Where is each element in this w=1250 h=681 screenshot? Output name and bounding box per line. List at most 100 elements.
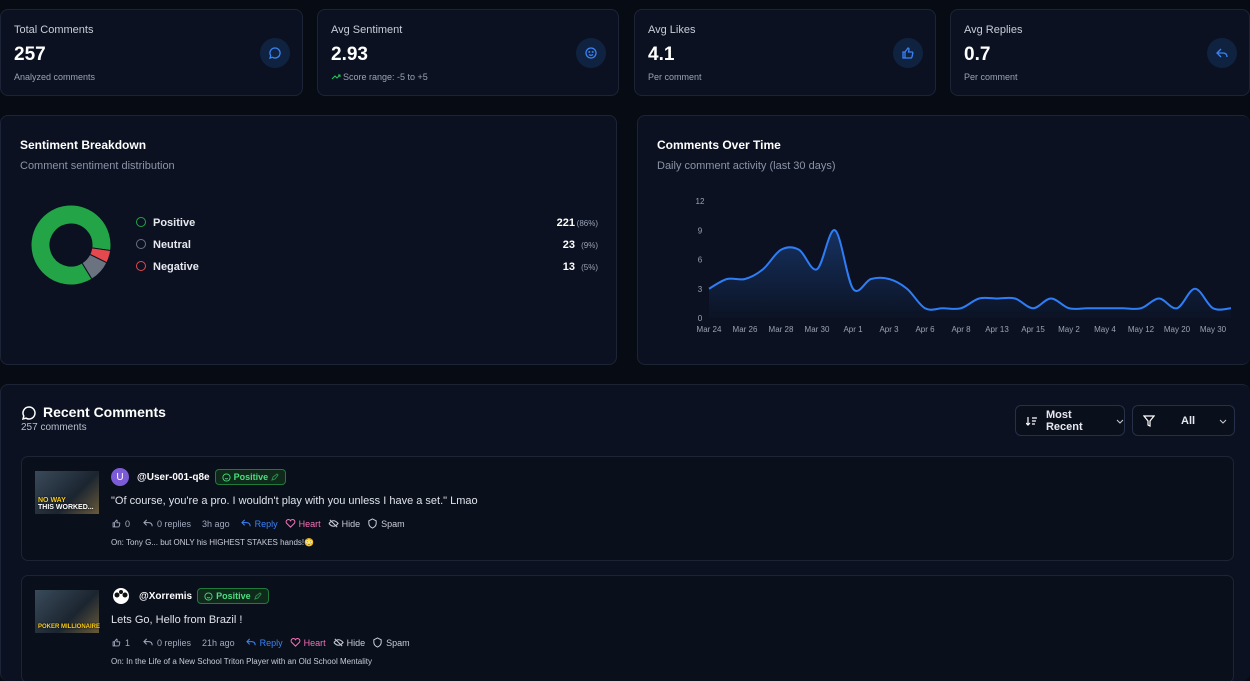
x-tick-label: May 2 [1058,325,1080,334]
comment-item: POKER MILLIONAIRE @Xorremis Positive Let… [21,575,1234,681]
action-icon [368,518,377,529]
x-tick-label: Mar 24 [697,325,722,334]
stat-card: Avg Replies 0.7 Per comment [950,9,1250,96]
likes: 1 [125,637,131,648]
replies: 0 replies [157,637,192,648]
action-button[interactable]: Reply [240,518,278,529]
stat-icon [260,38,290,68]
legend-count: 23 [563,239,575,251]
y-tick-label: 12 [696,197,705,206]
action-button[interactable]: Reply [245,637,283,648]
stat-card: Avg Sentiment 2.93 Score range: -5 to +5 [317,9,619,96]
stat-label: Total Comments [14,24,94,36]
legend-percent: (5%) [581,263,598,272]
trend-icon [331,74,341,80]
thumb-text: POKER MILLIONAIRE [38,624,101,630]
action-label: Hide [341,518,361,529]
filter-icon [1143,414,1155,427]
sort-label: Most Recent [1045,408,1083,433]
stat-note: Analyzed comments [14,72,96,82]
video-title: On: In the Life of a New School Triton P… [111,657,373,666]
y-tick-label: 6 [698,256,703,265]
stat-card: Total Comments 257 Analyzed comments [0,9,303,96]
badge-icon [222,472,231,482]
author: @Xorremis [139,590,193,602]
line-chart: 0 3 6 9 12 Mar 24 Mar 26 Mar 28 Mar 30 Apr 1 Apr 3… [696,197,1232,334]
stat-note: Per comment [964,72,1018,82]
filter-dropdown[interactable]: All [1132,405,1235,436]
comment-text: Lets Go, Hello from Brazil ! [111,614,243,626]
sentiment-panel: Sentiment Breakdown Comment sentiment di… [0,115,617,365]
legend-label: Neutral [153,239,191,251]
action-button[interactable]: Hide [328,518,361,529]
legend-percent: (9%) [581,241,598,250]
comment-header: @Xorremis Positive [111,587,269,605]
action-button[interactable]: Heart [285,518,321,529]
comment-count: 257 comments [21,422,87,433]
sentiment-badge[interactable]: Positive [197,588,269,604]
action-icon [290,638,301,647]
pie-slice [30,204,112,286]
donut-chart: Positive 221 (86%) Neutral 23 (9%) Negative 13 (… [30,204,599,286]
panel-title: Comments Over Time [657,138,781,152]
legend-count: 13 [563,261,575,273]
likes: 0 [125,518,131,529]
stat-icon [1207,38,1237,68]
x-tick-label: Mar 30 [805,325,830,334]
action-label: Spam [381,518,405,529]
stat-icon [576,38,606,68]
reply-icon [143,638,153,646]
stat-label: Avg Replies [964,24,1023,36]
action-button[interactable]: Spam [367,518,405,529]
action-icon [328,519,339,528]
x-tick-label: Mar 28 [769,325,794,334]
x-tick-label: Apr 15 [1021,325,1045,334]
x-tick-label: May 4 [1094,325,1116,334]
like-icon [112,519,121,528]
action-button[interactable]: Spam [372,637,410,648]
stat-label: Avg Likes [648,24,696,36]
x-tick-label: May 30 [1200,325,1227,334]
action-label: Spam [386,637,410,648]
action-label: Hide [346,637,366,648]
chevron [1116,419,1124,424]
thumb-text: NO WAY [38,497,66,504]
panel-subtitle: Daily comment activity (last 30 days) [657,160,836,172]
y-tick-label: 3 [698,285,703,294]
legend-count: 221 [557,217,575,229]
x-tick-label: May 20 [1164,325,1191,334]
activity-panel: Comments Over Time Daily comment activit… [637,115,1250,365]
action-button[interactable]: Hide [333,637,366,648]
x-tick-label: Apr 1 [843,325,863,334]
action-button[interactable]: Heart [290,637,326,648]
like-icon [112,638,121,647]
stat-card: Avg Likes 4.1 Per comment [634,9,936,96]
reply-icon [143,519,153,527]
line-area [709,230,1231,318]
action-icon [373,637,382,648]
badge-label: Positive [233,472,269,482]
action-label: Reply [254,518,278,529]
edit-icon [271,473,279,481]
comment-icon [21,406,36,421]
avatar [113,588,129,604]
x-tick-label: Mar 26 [733,325,758,334]
stat-value: 2.93 [331,44,368,65]
action-label: Heart [298,518,321,529]
chevron [1219,419,1227,424]
sentiment-badge[interactable]: Positive [214,469,287,485]
avatar: U [111,468,129,486]
replies: 0 replies [157,518,192,529]
legend-percent: (86%) [577,219,599,228]
panel-title: Sentiment Breakdown [20,138,147,152]
x-tick-label: Apr 8 [951,325,971,334]
legend-label: Positive [153,217,195,229]
comment-meta: 1 0 replies 21h ago Reply Heart Hide Spam [111,637,410,648]
sort-dropdown[interactable]: Most Recent [1015,405,1125,436]
panel-subtitle: Comment sentiment distribution [20,160,175,172]
comment-text: "Of course, you're a pro. I wouldn't pla… [111,495,478,507]
x-tick-label: Apr 13 [985,325,1009,334]
stat-note: Score range: -5 to +5 [343,72,428,82]
